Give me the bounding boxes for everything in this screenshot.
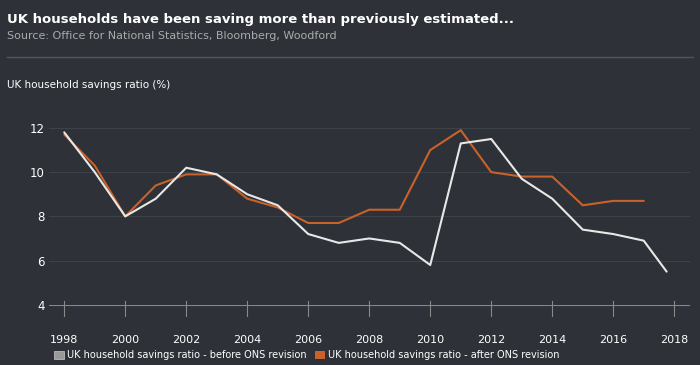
Legend: UK household savings ratio - before ONS revision, UK household savings ratio - a: UK household savings ratio - before ONS … <box>54 350 560 360</box>
Text: UK household savings ratio (%): UK household savings ratio (%) <box>7 80 170 90</box>
Text: UK households have been saving more than previously estimated...: UK households have been saving more than… <box>7 13 514 26</box>
Text: Source: Office for National Statistics, Bloomberg, Woodford: Source: Office for National Statistics, … <box>7 31 337 41</box>
